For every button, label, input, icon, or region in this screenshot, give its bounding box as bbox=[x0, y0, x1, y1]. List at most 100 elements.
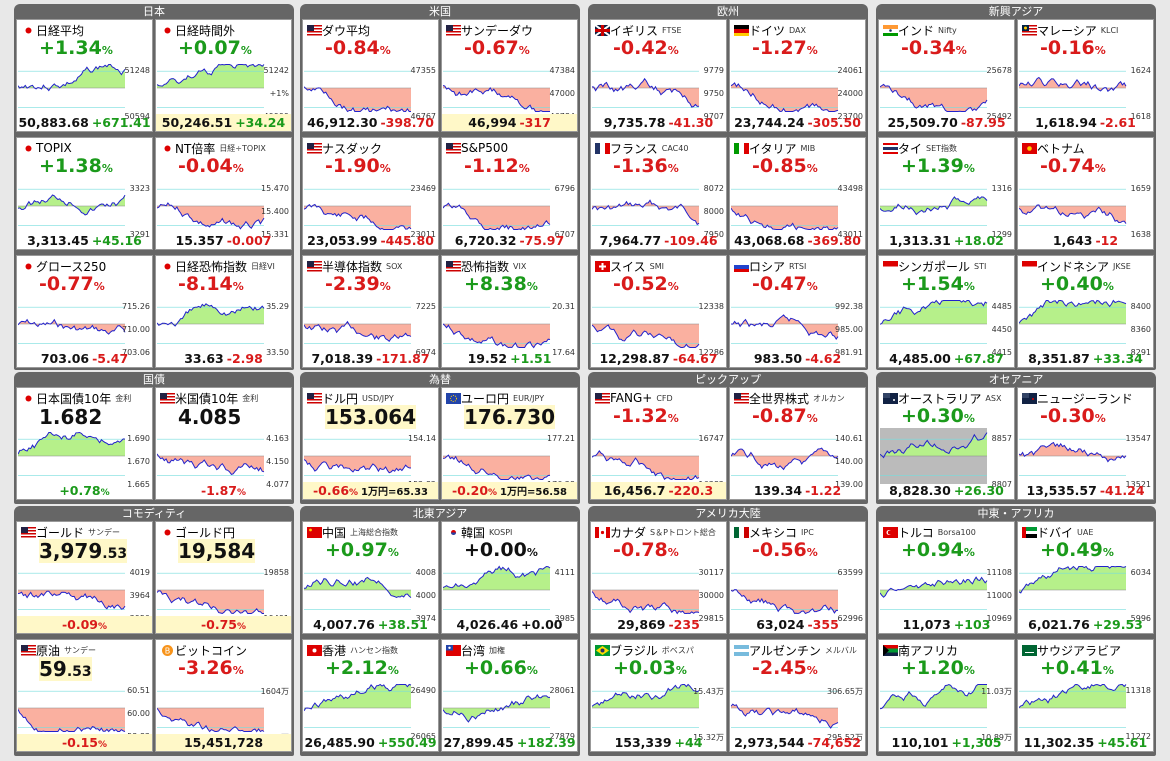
market-card[interactable]: 米国債10年 金利 4.163 4.150 4.077 4.085 -1.87% bbox=[155, 387, 292, 500]
percent-change: -8.14% bbox=[178, 273, 244, 295]
percent-change: +0.78% bbox=[59, 483, 110, 498]
market-card[interactable]: 韓国 KOSPI 4111 3985 +0.00% 4,026.46 +0.00 bbox=[441, 521, 578, 634]
market-card[interactable]: ドイツ DAX 24061 24000 23700 -1.27% 23,744.24 -305… bbox=[729, 19, 866, 132]
market-card[interactable]: NT倍率 日経÷TOPIX 15.470 15.400 15.331 -0.04% 15.3… bbox=[155, 137, 292, 250]
market-card[interactable]: 日経平均 51248 50594 +1.34% 50,883.68 +671.41 bbox=[16, 19, 153, 132]
market-card[interactable]: ロシア RTSI 992.38 985.00 981.91 -0.47% 983.50 -4.… bbox=[729, 255, 866, 368]
axis-label: 4485 bbox=[991, 302, 1012, 311]
price-chart bbox=[592, 572, 700, 615]
market-card[interactable]: S&P500 6796 6707 -1.12% 6,720.32 -75.97 bbox=[441, 137, 578, 250]
market-card[interactable]: サウジアラビア 11318 11272 +0.41% 11,302.35 +45.61 bbox=[1017, 639, 1154, 752]
market-card[interactable]: ドバイ UAE 6034 5996 +0.49% 6,021.76 +29.53 bbox=[1017, 521, 1154, 634]
axis-label: 15.32万 bbox=[693, 733, 724, 742]
market-subname: 上海総合指数 bbox=[350, 527, 399, 537]
price-chart bbox=[592, 70, 700, 108]
chart-area bbox=[731, 82, 838, 112]
chart-line bbox=[304, 459, 412, 474]
axis-label: 15.331 bbox=[261, 230, 289, 239]
market-card[interactable]: 日経恐怖指数 日経VI 35.29 33.50 -8.14% 33.63 -2.98 bbox=[155, 255, 292, 368]
market-card[interactable]: 半導体指数 SOX 7225 6974 -2.39% 7,018.39 -171.87 bbox=[302, 255, 439, 368]
point-change: +1.51 bbox=[510, 351, 552, 366]
axis-label: 4.150 bbox=[266, 457, 289, 466]
market-name-text: メキシコ bbox=[749, 525, 798, 540]
price-chart bbox=[157, 63, 265, 108]
market-card[interactable]: ゴールドサンデー4019396439503,979.53-0.09% bbox=[16, 521, 153, 634]
market-name-text: 原油 bbox=[36, 643, 61, 658]
percent-change: +0.94% bbox=[901, 539, 975, 561]
market-card[interactable]: カナダ S＆Pトロント総合 30117 30000 29815 -0.78% 29,869-… bbox=[590, 521, 727, 634]
de-flag-icon bbox=[734, 24, 749, 36]
market-card[interactable]: 全世界株式 オルカン 140.61 140.00 139.00 -0.87% 139.34-… bbox=[729, 387, 866, 500]
market-card[interactable]: マレーシア KLCI 1624 1618 -0.16% 1,618.94 -2.61 bbox=[1017, 19, 1154, 132]
axis-label: 140.00 bbox=[835, 457, 863, 466]
current-value: 9,735.78 bbox=[603, 115, 666, 130]
market-name: ダウ平均 bbox=[307, 22, 370, 38]
current-value: 153,339 bbox=[614, 735, 672, 750]
market-card[interactable]: ダウ平均 47355 46767 -0.84% 46,912.30 -398.70 bbox=[302, 19, 439, 132]
axis-label: 981.91 bbox=[835, 348, 863, 357]
axis-label: 23469 bbox=[410, 184, 436, 193]
market-card[interactable]: タイ SET指数 1316 1299 +1.39% 1,313.31 +18.02 bbox=[878, 137, 1015, 250]
market-card[interactable]: イタリア MIB 43498 43011 -0.85% 43,068.68 -369.80 bbox=[729, 137, 866, 250]
axis-label: 992.38 bbox=[835, 302, 863, 311]
panel-title: オセアニア bbox=[988, 373, 1044, 386]
price-chart bbox=[304, 572, 412, 610]
axis-label: 27879 bbox=[549, 732, 575, 741]
market-card[interactable]: サンデーダウ473844700046784-0.67%46,994-317 bbox=[441, 19, 578, 132]
price-chart bbox=[157, 438, 265, 476]
market-card[interactable]: 恐怖指数 VIX 20.31 17.64 +8.38% 19.52 +1.51 bbox=[441, 255, 578, 368]
current-value-decimal: .53 bbox=[102, 546, 128, 562]
market-card[interactable]: 中国 上海総合指数 4008 4000 3974 +0.97% 4,007.76 +38.51 bbox=[302, 521, 439, 634]
market-card[interactable]: ユーロ円EUR/JPY177.21176.28176.730-0.20%1万円=… bbox=[441, 387, 578, 500]
market-card[interactable]: 日本国債10年 金利 1.690 1.670 1.665 1.682 +0.78% bbox=[16, 387, 153, 500]
market-card[interactable]: Bビットコイン1604万1535万-3.26%15,451,728 bbox=[155, 639, 292, 752]
current-value: 1,313.31 bbox=[889, 233, 951, 248]
market-card[interactable]: トルコ Borsa100 11108 11000 10969 +0.94% 11,073 +1… bbox=[878, 521, 1015, 634]
axis-label: 1618 bbox=[1130, 112, 1151, 121]
bottom-bar: 2,973,544 -74,652 bbox=[730, 734, 865, 751]
market-card[interactable]: TOPIX 3323 3291 +1.38% 3,313.45 +45.16 bbox=[16, 137, 153, 250]
market-card[interactable]: インドネシア JKSE 8400 8360 8291 +0.40% 8,351.87 +33.… bbox=[1017, 255, 1154, 368]
market-subname: CFD bbox=[656, 393, 673, 403]
axis-label: 8857 bbox=[991, 434, 1012, 443]
percent-change: -2.39% bbox=[325, 273, 391, 295]
market-card[interactable]: インド Nifty 25678 25492 -0.34% 25,509.70 -87.95 bbox=[878, 19, 1015, 132]
current-value: 4,007.76 bbox=[313, 617, 375, 632]
market-subname: EUR/JPY bbox=[513, 393, 545, 403]
market-name: ゴールド サンデー bbox=[21, 524, 120, 540]
market-card[interactable]: ニュージーランド 13547 13521 -0.30% 13,535.57 -41.24 bbox=[1017, 387, 1154, 500]
market-card[interactable]: ベトナム 1659 1638 -0.74% 1,643 -12 bbox=[1017, 137, 1154, 250]
market-name-text: 香港 bbox=[322, 643, 347, 658]
current-value-main: 3,979 bbox=[39, 539, 103, 563]
chart-line bbox=[731, 314, 839, 341]
market-card[interactable]: スイス SMI 12338 12286 -0.52% 12,298.87 -64.67 bbox=[590, 255, 727, 368]
chart-line bbox=[443, 693, 550, 723]
market-name: ドル円 USD/JPY bbox=[307, 390, 394, 406]
market-card[interactable]: オーストラリア ASX 8857 8807 +0.30% 8,828.30 +26.30 bbox=[878, 387, 1015, 500]
market-card[interactable]: 香港 ハンセン指数 26490 26065 +2.12% 26,485.90 +550.49 bbox=[302, 639, 439, 752]
chart-area bbox=[18, 432, 125, 456]
market-card[interactable]: 台湾 加権 28061 27879 +0.66% 27,899.45 +182.39 bbox=[441, 639, 578, 752]
market-card[interactable]: メキシコ IPC 63599 62996 -0.56% 63,024 -355 bbox=[729, 521, 866, 634]
chart-line bbox=[304, 86, 411, 113]
market-card[interactable]: アルゼンチン メルバル 306.65万 295.52万 -2.45% 2,973,544-… bbox=[729, 639, 866, 752]
chart-area bbox=[731, 704, 838, 728]
market-card[interactable]: ブラジル ボベスパ 15.43万 15.32万 +0.03% 153,339 +44 bbox=[590, 639, 727, 752]
market-card[interactable]: グロース250 715.26 710.00 703.06 -0.77% 703.06 -5.… bbox=[16, 255, 153, 368]
market-card[interactable]: ドル円USD/JPY154.14152.82153.064-0.66%1万円=6… bbox=[302, 387, 439, 500]
bottom-bar: 703.06 -5.47 bbox=[17, 350, 152, 367]
chart-line bbox=[18, 590, 126, 610]
market-card[interactable]: ナスダック 23469 23011 -1.90% 23,053.99 -445.80 bbox=[302, 137, 439, 250]
market-card[interactable]: イギリス FTSE 9779 9750 9707 -0.42% 9,735.78 -41.30 bbox=[590, 19, 727, 132]
market-card[interactable]: FANG+CFD1674716382-1.32%16,456.7-220.3 bbox=[590, 387, 727, 500]
market-card[interactable]: 南アフリカ 11.03万 10.89万 +1.20% 110,101 +1,305 bbox=[878, 639, 1015, 752]
market-name: アルゼンチン メルバル bbox=[734, 642, 857, 658]
market-card[interactable]: フランス CAC40 8072 8000 7950 -1.36% 7,964.77 -109.… bbox=[590, 137, 727, 250]
bottom-bar: 11,073 +103 bbox=[879, 616, 1014, 633]
market-card[interactable]: シンガポール STI 4485 4450 4415 +1.54% 4,485.00 +67.8… bbox=[878, 255, 1015, 368]
price-chart bbox=[592, 188, 700, 226]
market-card[interactable]: ゴールド円198581949119,584-0.75% bbox=[155, 521, 292, 634]
bottom-bar: +0.78% bbox=[17, 482, 152, 499]
